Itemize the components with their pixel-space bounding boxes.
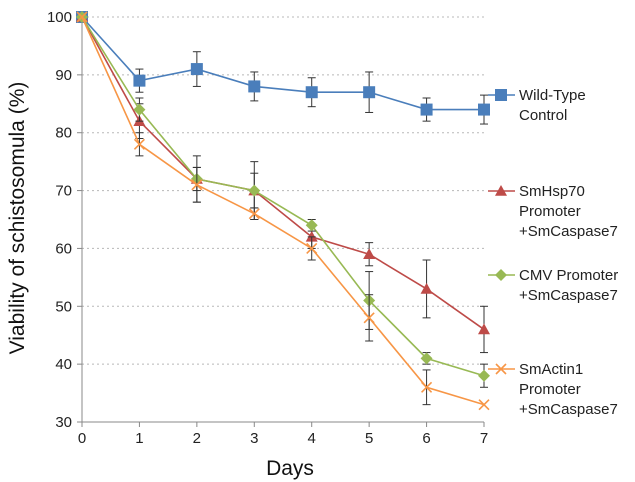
data-point	[305, 86, 318, 99]
series-line	[81, 16, 484, 111]
grid	[82, 16, 484, 365]
y-tick-label: 90	[55, 67, 72, 84]
series-smhsp70-promoter-smcaspase7	[76, 11, 490, 354]
y-tick-label: 100	[47, 9, 72, 26]
x-axis: 0 1 2 3 4 5 6 7	[78, 421, 488, 447]
marker-stroke	[248, 208, 260, 220]
legend-label: Wild-Type	[519, 87, 586, 104]
x-tick-label: 7	[480, 430, 488, 447]
data-point	[133, 103, 146, 116]
data-point	[306, 242, 318, 254]
x-tick-label: 3	[250, 430, 258, 447]
marker-stroke	[191, 179, 203, 191]
y-tick-label: 70	[55, 183, 72, 200]
series-line	[81, 16, 485, 406]
data-point	[363, 248, 376, 260]
series-layer	[76, 11, 490, 411]
data-point	[420, 282, 433, 294]
data-point	[421, 381, 433, 393]
data-point	[305, 230, 318, 242]
x-tick-label: 2	[193, 430, 201, 447]
data-point	[420, 103, 433, 116]
y-tick-label: 80	[55, 125, 72, 142]
legend-marker	[495, 363, 507, 375]
legend-label: SmActin1	[519, 361, 583, 378]
data-point	[133, 74, 146, 87]
x-tick-label: 4	[308, 430, 316, 447]
data-point	[363, 312, 375, 324]
marker-stroke	[306, 242, 318, 254]
legend-label: +SmCaspase7	[519, 401, 618, 418]
data-point	[478, 399, 490, 411]
legend-item-smhsp70-promoter-smcaspase7: SmHsp70 Promoter +SmCaspase7	[488, 183, 618, 240]
marker-stroke	[363, 312, 375, 324]
data-point	[190, 63, 203, 76]
data-point	[478, 323, 490, 335]
marker-stroke	[495, 363, 507, 375]
y-tick-label: 50	[55, 298, 72, 315]
legend-marker	[495, 269, 507, 281]
data-point	[76, 11, 88, 23]
data-point	[478, 369, 490, 382]
data-point	[420, 352, 433, 365]
x-axis-title: Days	[266, 457, 314, 480]
legend-marker	[495, 89, 507, 101]
legend-label: Control	[519, 107, 567, 124]
data-point	[363, 86, 376, 99]
legend-item-smactin1-promoter-smcaspase7: SmActin1 Promoter +SmCaspase7	[488, 361, 618, 418]
data-point	[248, 184, 261, 197]
data-point	[133, 138, 145, 150]
series-cmv-promoter-smcaspase7	[76, 11, 490, 388]
legend-label: +SmCaspase7	[519, 287, 618, 304]
legend-label: SmHsp70	[519, 183, 585, 200]
marker-stroke	[133, 138, 145, 150]
series-wild-type-control	[76, 11, 490, 125]
legend-item-cmv-promoter-smcaspase7: CMV Promoter +SmCaspase7	[488, 267, 618, 304]
series-line	[81, 16, 485, 331]
marker-stroke	[421, 381, 433, 393]
data-point	[248, 208, 260, 220]
data-point	[478, 103, 490, 116]
legend-label: +SmCaspase7	[519, 223, 618, 240]
series-line	[81, 16, 485, 377]
data-point	[248, 80, 261, 93]
x-tick-label: 5	[365, 430, 373, 447]
legend-item-wild-type-control: Wild-Type Control	[488, 87, 586, 124]
x-tick-label: 1	[135, 430, 143, 447]
series-smactin1-promoter-smcaspase7	[76, 11, 490, 411]
y-axis: 30 40 50 60 70 80 90 100	[47, 9, 83, 431]
marker-stroke	[76, 11, 88, 23]
x-tick-label: 6	[422, 430, 430, 447]
y-tick-label: 40	[55, 356, 72, 373]
x-tick-label: 0	[78, 430, 86, 447]
legend-marker	[495, 185, 507, 196]
y-tick-label: 30	[55, 414, 72, 431]
data-point	[191, 179, 203, 191]
legend: Wild-Type Control SmHsp70 Promoter +SmCaspas…	[488, 87, 618, 418]
marker-stroke	[478, 399, 490, 411]
y-tick-label: 60	[55, 240, 72, 257]
legend-label: Promoter	[519, 381, 581, 398]
data-point	[305, 219, 318, 232]
y-axis-title: Viability of schistosomula (%)	[6, 82, 29, 355]
legend-label: CMV Promoter	[519, 267, 618, 284]
legend-label: Promoter	[519, 203, 581, 220]
